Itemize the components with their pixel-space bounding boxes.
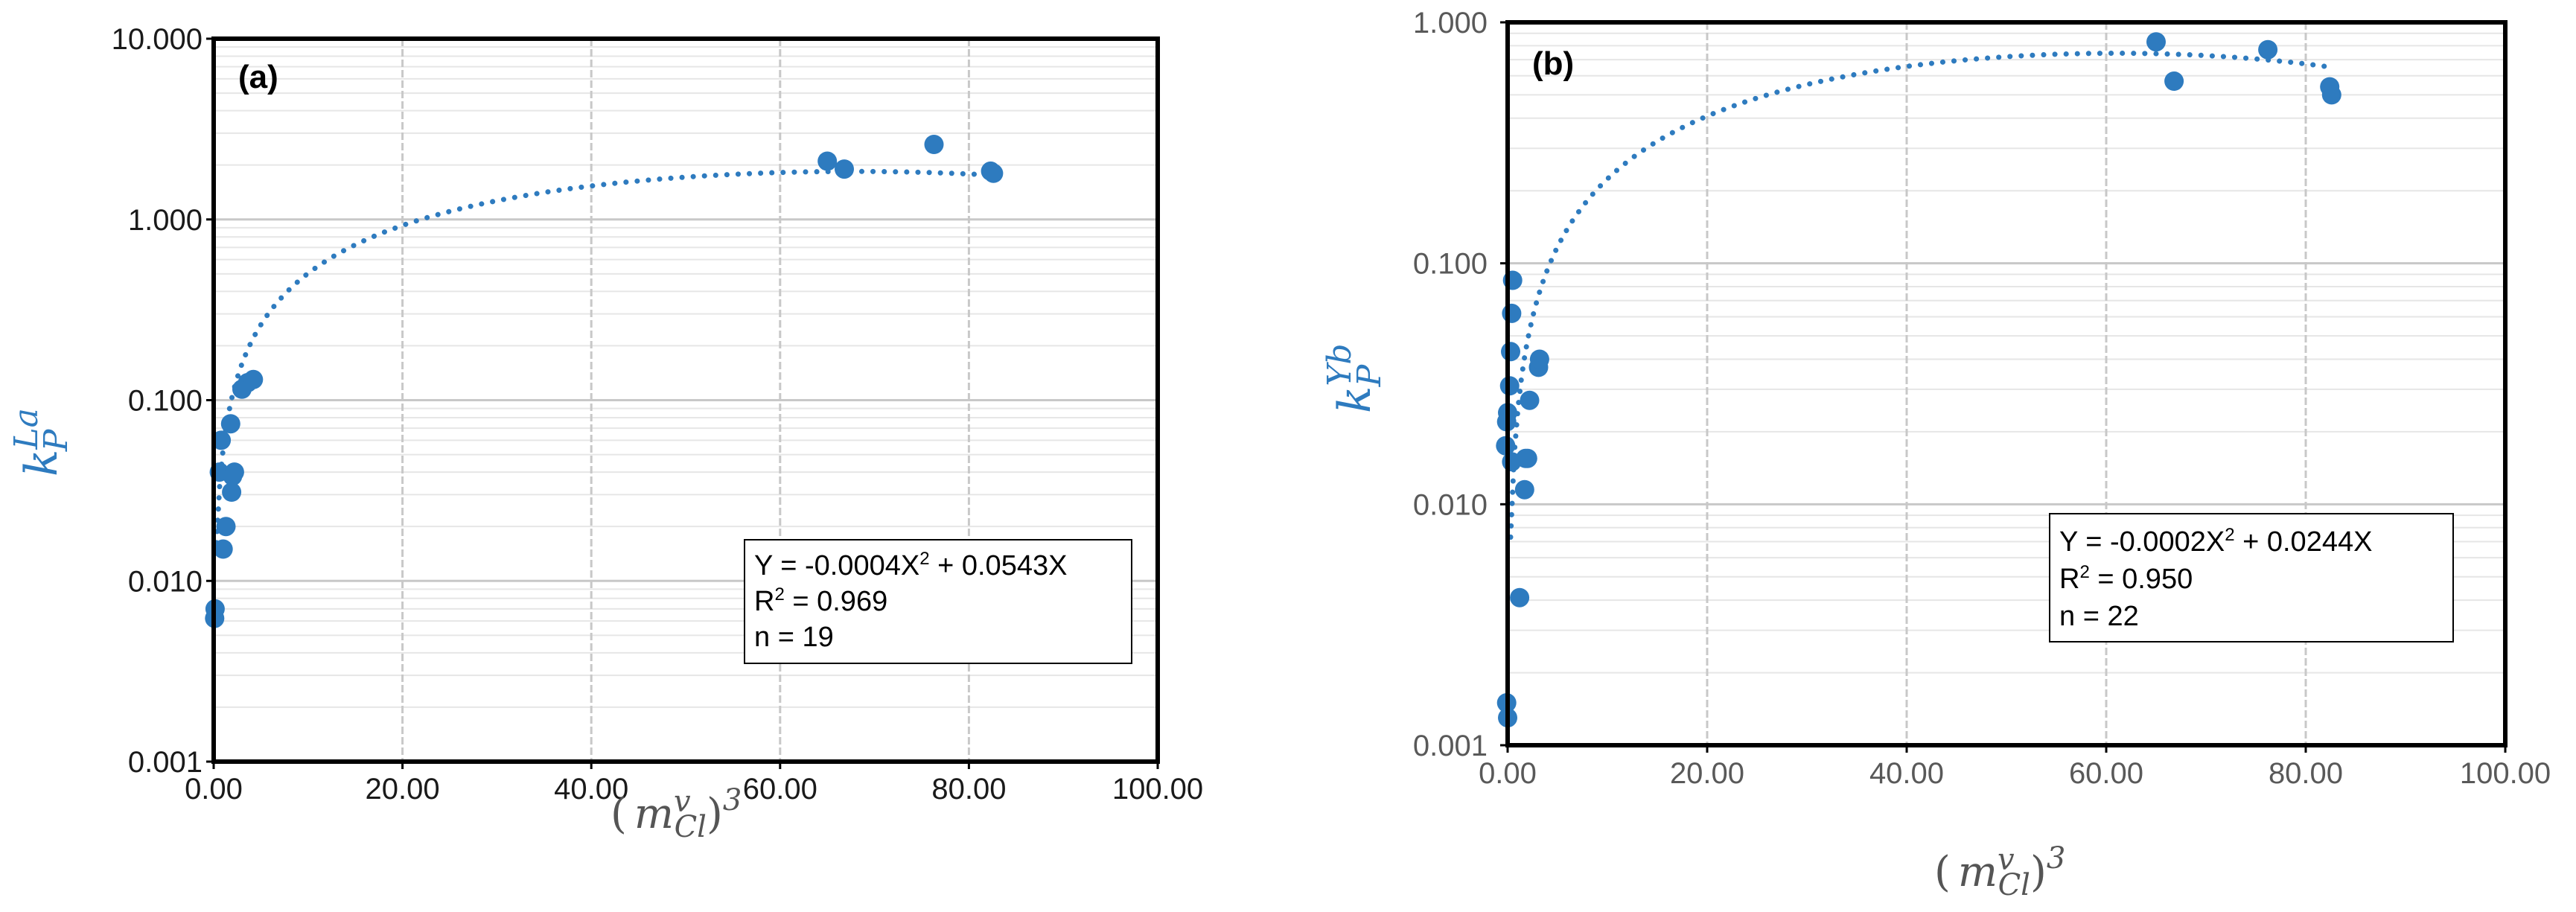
panel-b-label: (b) [1532, 45, 1574, 82]
panel-a-n-count: n = 19 [754, 622, 834, 653]
panel-b-r-squared: R2 = 0.950 [2059, 562, 2193, 595]
panel-b-data-point [2258, 39, 2278, 60]
panel-a-chart: 0.001 0.010 0.100 1.000 10.000 0.00 20.00 40.00… [7, 23, 1203, 844]
panel-b-data-point [1529, 349, 1549, 369]
panel-a-equation: Y = -0.0004X2 + 0.0543X [754, 549, 1067, 581]
panel-b-data-point [1510, 587, 1530, 608]
panel-b-data-point [1517, 448, 1537, 468]
panel-a-data-point [222, 482, 242, 502]
panel-b-xlabel: (mv Cl)3 [1934, 841, 2065, 902]
panel-b-trendline [1508, 51, 2329, 540]
panel-b-chart: 0.001 0.010 0.100 1.000 0.00 20.00 40.00 60.00 8… [1321, 7, 2551, 902]
panel-a-points [205, 135, 1004, 628]
panel-a-data-point [224, 462, 244, 482]
panel-a-ylabel: kLaP [7, 408, 75, 476]
panel-b-data-point [1514, 479, 1534, 500]
panel-b-ytick-label: 1.000 [1413, 7, 1488, 39]
panel-a-data-point [924, 135, 944, 154]
panel-b-data-point [1502, 303, 1522, 323]
panel-a-data-point [216, 517, 236, 537]
panel-b-data-point [1520, 390, 1540, 410]
panel-a-label: (a) [238, 59, 278, 95]
panel-b-equation: Y = -0.0002X2 + 0.0244X [2059, 525, 2372, 558]
panel-a-trendline [214, 168, 991, 546]
panel-a-xtick-label: 0.00 [185, 773, 243, 806]
panel-a-data-point [983, 163, 1004, 183]
panel-a-data-point [220, 414, 240, 434]
panel-b-xtick-label: 20.00 [1670, 757, 1744, 790]
panel-a-data-point [835, 159, 854, 179]
panel-b-xtick-label: 100.00 [2460, 757, 2551, 790]
panel-b-equation-box: Y = -0.0002X2 + 0.0244X R2 = 0.950 n = 2… [2049, 513, 2454, 642]
panel-b-ytick-label: 0.100 [1413, 248, 1488, 281]
panel-a-xtick-label: 100.00 [1112, 773, 1203, 806]
panel-b-data-point [2146, 32, 2166, 52]
panel-a-xlabel: (mv Cl)3 [610, 783, 742, 844]
panel-b-data-point [2321, 85, 2341, 105]
panel-b-xtick-label: 60.00 [2069, 757, 2143, 790]
panel-b-data-point [1501, 342, 1520, 362]
panel-a-data-point [243, 369, 264, 389]
panel-a-xtick-label: 80.00 [931, 773, 1006, 806]
panel-a-data-point [211, 430, 232, 450]
panel-b-ylabel: kYbP [1321, 343, 1389, 413]
panel-a-ytick-label: 10.000 [112, 23, 203, 56]
panel-a-xtick-label: 40.00 [554, 773, 628, 806]
panel-b-ticks: 0.001 0.010 0.100 1.000 0.00 20.00 40.00 60.00 8… [1413, 7, 2551, 790]
panel-a-trendline-group [214, 168, 991, 546]
panel-b-ytick-label: 0.010 [1413, 488, 1488, 521]
panel-b-axes [1505, 20, 2508, 747]
panel-b-xtick-label: 80.00 [2269, 757, 2343, 790]
panel-a-xtick-label: 60.00 [743, 773, 817, 806]
panel-a-equation-box: Y = -0.0004X2 + 0.0543X R2 = 0.969 n = 1… [744, 539, 1132, 664]
panel-b-ytick-label: 0.001 [1413, 730, 1488, 762]
panel-b-plot-frame [1505, 20, 2508, 747]
panel-a-ytick-label: 0.010 [128, 565, 203, 598]
panel-a-data-point [817, 151, 838, 171]
panel-b-xtick-label: 40.00 [1869, 757, 1944, 790]
panel-b-data-point [2164, 71, 2184, 91]
panel-a-ticks: 0.001 0.010 0.100 1.000 10.000 0.00 20.00 40.00… [112, 23, 1204, 806]
panel-b-n-count: n = 22 [2059, 601, 2139, 632]
panel-a-ytick-label: 1.000 [128, 204, 203, 237]
panel-a-xtick-label: 20.00 [366, 773, 440, 806]
panel-b-trendline-group [1508, 51, 2329, 540]
panel-a-ytick-label: 0.001 [128, 746, 203, 779]
panel-a-data-point [213, 539, 233, 559]
panel-b-xtick-label: 0.00 [1479, 757, 1537, 790]
panel-a-ytick-label: 0.100 [128, 385, 203, 418]
panel-a-r-squared: R2 = 0.969 [754, 584, 887, 617]
